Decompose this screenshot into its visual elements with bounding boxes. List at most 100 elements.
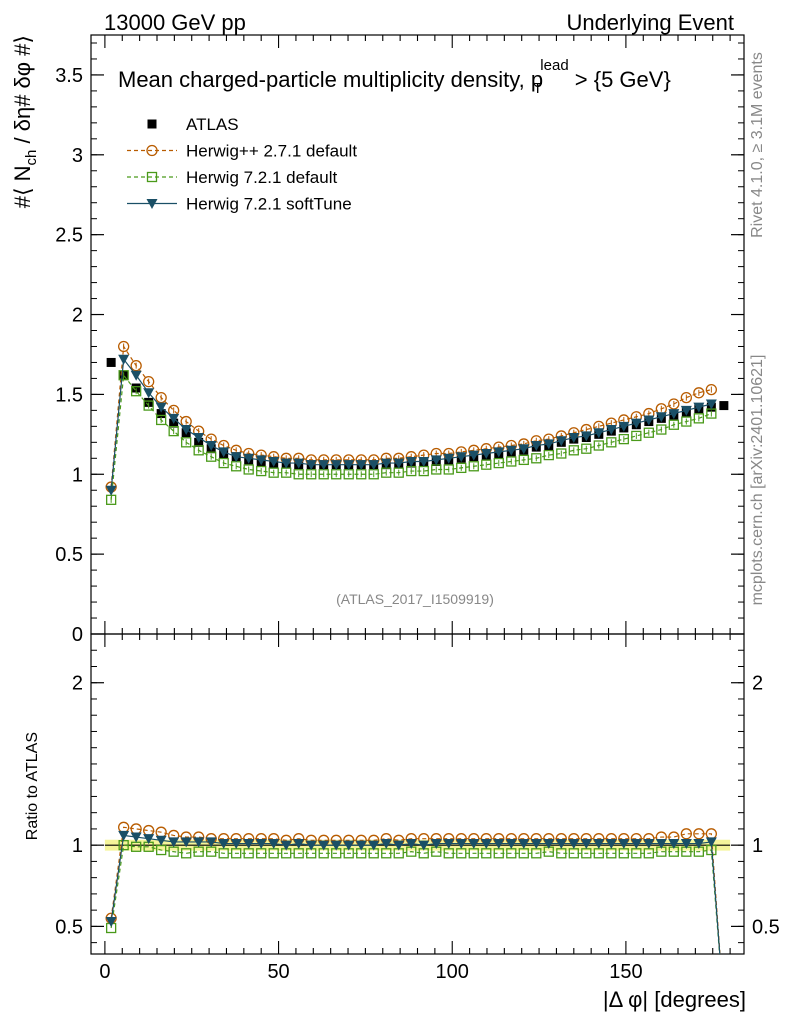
ratio-ytick-label: 1	[72, 835, 83, 857]
data-point	[668, 409, 680, 420]
data-point	[630, 839, 642, 850]
data-point	[205, 837, 217, 848]
data-point	[693, 413, 704, 424]
data-point	[593, 839, 605, 850]
series-line	[110, 844, 721, 954]
data-point	[118, 354, 130, 365]
main-ylabel: #⟨ Nch / δη# δφ #⟩	[10, 35, 40, 208]
data-point	[155, 391, 167, 404]
main-ylabel-a: #⟨ N	[10, 165, 35, 208]
legend-entry: Herwig 7.2.1 default	[127, 168, 337, 187]
data-point	[593, 428, 605, 439]
data-point	[418, 456, 430, 467]
data-point	[205, 441, 217, 452]
data-point	[680, 839, 692, 850]
data-point	[493, 839, 505, 850]
data-point	[493, 447, 505, 458]
main-ytick-label: 3	[72, 145, 83, 167]
ratio-series-herwig-7-2-1-softtune	[105, 830, 721, 954]
data-point	[430, 839, 442, 850]
data-point	[605, 839, 617, 850]
data-point	[143, 375, 155, 388]
data-point	[130, 832, 142, 843]
legend-entry: ATLAS	[147, 115, 239, 134]
legend-label: ATLAS	[186, 115, 239, 134]
data-point	[368, 840, 380, 851]
data-point	[293, 469, 304, 480]
data-point	[643, 427, 654, 438]
main-ylabel-sub: ch	[23, 150, 40, 166]
legend-label: Herwig++ 2.7.1 default	[186, 142, 357, 161]
data-point	[443, 464, 454, 475]
data-point	[218, 457, 229, 469]
data-point	[218, 839, 230, 850]
ratio-data	[104, 821, 731, 954]
main-ylabel-b: / δη# δφ #⟩	[10, 35, 35, 150]
data-point	[118, 340, 130, 353]
data-point	[643, 415, 655, 426]
data-point	[643, 839, 655, 850]
data-point	[180, 837, 192, 848]
series-herwig-7-2-1-softtune	[105, 354, 717, 496]
data-point	[405, 839, 417, 850]
series-atlas	[106, 357, 729, 470]
data-point	[418, 840, 430, 851]
data-point	[530, 441, 542, 452]
data-point	[630, 418, 642, 429]
data-point	[255, 839, 267, 850]
data-point	[305, 460, 317, 471]
legend-label: Herwig 7.2.1 default	[186, 168, 337, 187]
data-point	[680, 391, 692, 404]
ratio-ytick-label: 2	[72, 673, 83, 695]
data-point	[481, 459, 492, 470]
data-point	[430, 455, 442, 466]
data-point	[130, 370, 142, 381]
data-point	[144, 397, 154, 407]
data-point	[555, 839, 567, 850]
ratio-ytick-label-right: 1	[752, 835, 763, 857]
data-point	[105, 917, 117, 928]
data-point	[693, 839, 705, 850]
data-point	[668, 839, 680, 850]
data-point	[243, 839, 255, 850]
data-point	[193, 433, 205, 444]
data-point	[130, 359, 142, 372]
data-point	[455, 839, 467, 850]
data-point	[293, 458, 305, 469]
data-point	[305, 840, 317, 851]
data-point	[230, 839, 242, 850]
data-point	[681, 416, 692, 427]
data-point	[168, 425, 179, 437]
data-point	[468, 461, 479, 472]
data-point	[156, 414, 167, 426]
data-point	[268, 839, 280, 850]
main-panel: 0 0.5 1 1.5 2 2.5 3 3.5	[55, 34, 745, 646]
data-point	[593, 440, 604, 451]
data-point	[468, 450, 480, 461]
data-point	[693, 402, 705, 413]
data-point	[181, 437, 192, 448]
data-point	[256, 465, 267, 477]
data-point	[455, 452, 467, 463]
data-point	[355, 840, 367, 851]
data-point	[393, 840, 405, 851]
data-point	[668, 398, 680, 410]
ratio-ytick-label-right: 0.5	[752, 916, 780, 938]
data-point	[568, 433, 580, 444]
data-point	[393, 458, 405, 469]
data-point	[280, 458, 292, 469]
legend: ATLAS Herwig++ 2.7.1 default Herwig 7.2.1 …	[127, 115, 357, 214]
data-point	[143, 388, 155, 399]
main-ytick-label: 2.5	[55, 225, 83, 247]
data-point	[330, 460, 342, 471]
data-point	[580, 431, 592, 442]
data-point	[355, 460, 367, 471]
main-ytick-label: 2	[72, 305, 83, 327]
data-point	[268, 456, 280, 467]
data-point	[318, 840, 330, 851]
data-point	[156, 409, 166, 419]
data-point	[618, 839, 630, 850]
data-point	[143, 400, 154, 411]
data-point	[280, 840, 292, 851]
data-point	[131, 383, 141, 393]
